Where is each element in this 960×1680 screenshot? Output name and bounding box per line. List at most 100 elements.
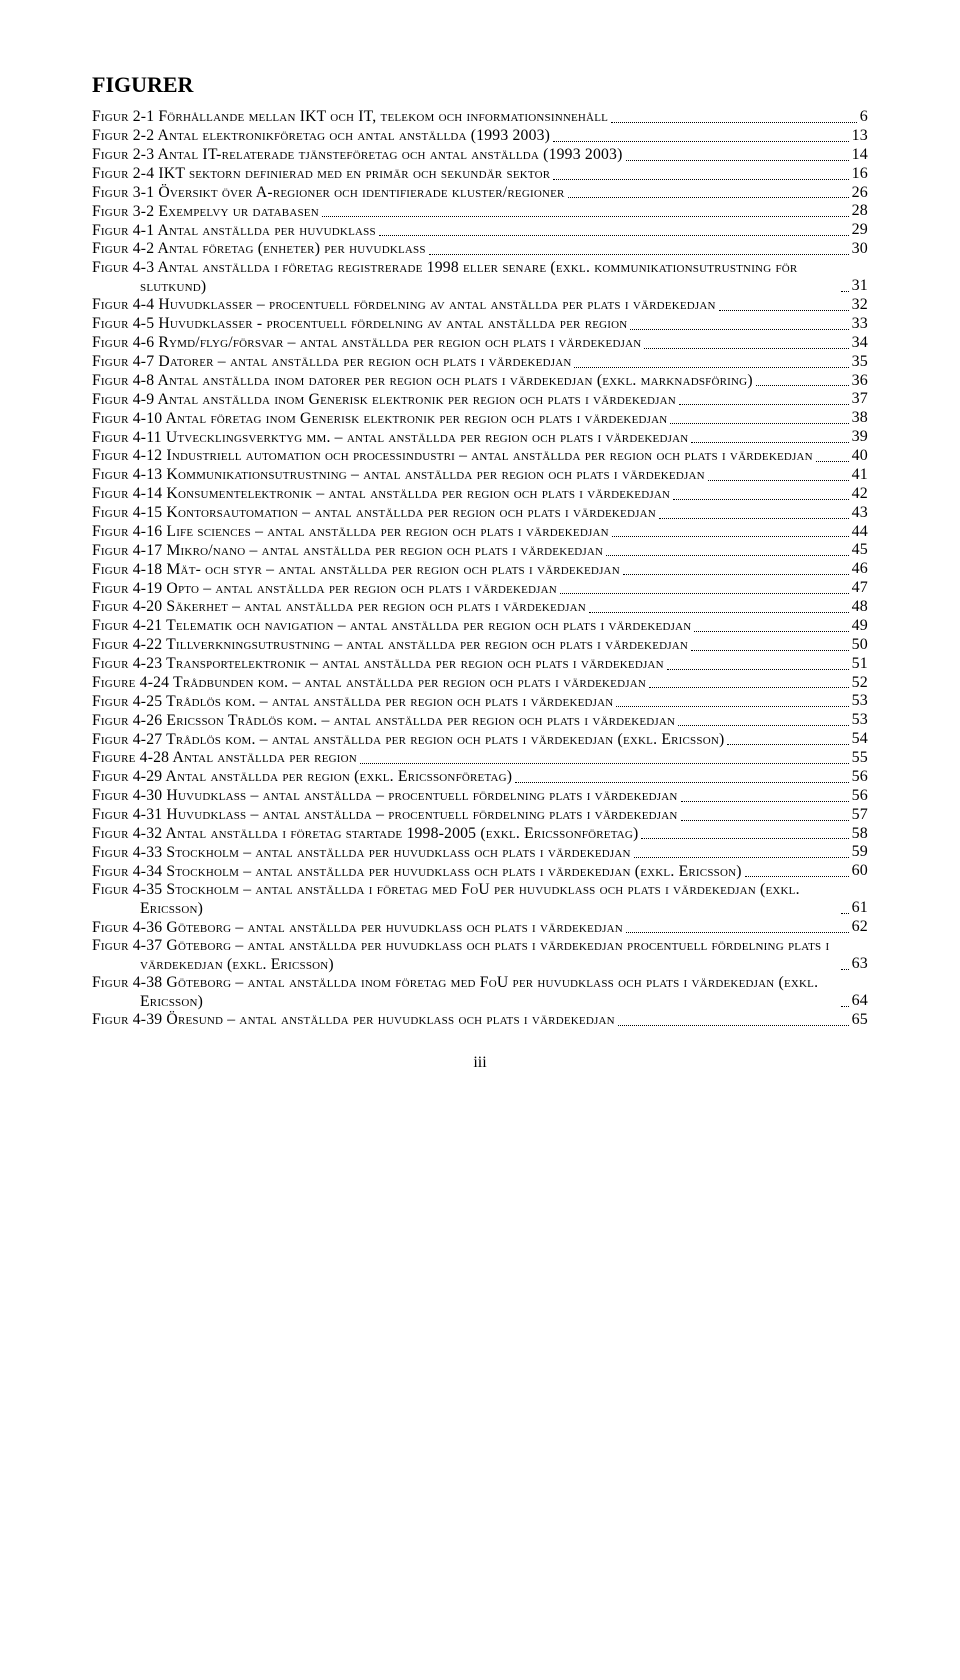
toc-entry-text: Figur 4-17 Mikro/nano – antal anställda … [92,542,603,561]
toc-entry-page: 46 [852,560,868,579]
toc-entry: Figur 2-1 Förhållande mellan IKT och IT,… [92,108,868,127]
toc-entry-text: Figur 3-1 Översikt över A-regioner och i… [92,184,565,203]
toc-entry-text: Figur 4-39 Öresund – antal anställda per… [92,1011,615,1030]
toc-entry-page: 36 [852,372,868,391]
toc-leader-dots [612,535,849,537]
toc-entry-page: 33 [852,315,868,334]
toc-entry-page: 49 [852,617,868,636]
toc-leader-dots [618,1024,849,1026]
toc-entry-text: Figur 4-5 Huvudklasser - procentuell för… [92,315,627,334]
toc-entry-page: 55 [852,749,868,768]
toc-entry-text: Figur 4-23 Transportelektronik – antal a… [92,655,664,674]
toc-leader-dots [630,328,848,330]
toc-entry-text: Figur 4-14 Konsumentelektronik – antal a… [92,485,670,504]
toc-entry: Figur 4-19 Opto – antal anställda per re… [92,579,868,598]
toc-entry: Figur 4-37 Göteborg – antal anställda pe… [92,937,868,974]
toc-entry-text: Figur 4-31 Huvudklass – antal anställda … [92,806,678,825]
toc-entry: Figur 4-21 Telematik och navigation – an… [92,617,868,636]
toc-entry-page: 37 [852,390,868,409]
toc-entry-text: Figur 4-30 Huvudklass – antal anställda … [92,787,678,806]
toc-entry-page: 14 [852,146,868,165]
toc-entry-page: 54 [852,730,868,749]
toc-entry-page: 50 [852,636,868,655]
toc-entry-text: Figur 4-3 Antal anställda i företag regi… [92,259,838,296]
toc-leader-dots [606,554,848,556]
toc-entry-page: 65 [852,1011,868,1030]
toc-entry: Figur 4-4 Huvudklasser – procentuell för… [92,296,868,315]
toc-leader-dots [727,743,848,745]
toc-leader-dots [589,611,849,613]
toc-entry: Figur 4-16 Life sciences – antal anställ… [92,523,868,542]
toc-leader-dots [694,630,848,632]
toc-leader-dots [691,441,848,443]
toc-entry-page: 45 [852,541,868,560]
page-container: FIGURER Figur 2-1 Förhållande mellan IKT… [0,0,960,1132]
toc-entry: Figur 4-26 Ericsson Trådlös kom. – antal… [92,711,868,730]
toc-entry: Figur 4-23 Transportelektronik – antal a… [92,655,868,674]
toc-entry-text: Figur 2-3 Antal IT-relaterade tjänsteför… [92,146,623,165]
toc-entry: Figur 4-6 Rymd/flyg/försvar – antal anst… [92,334,868,353]
toc-entry-text: Figur 4-10 Antal företag inom Generisk e… [92,410,667,429]
toc-entry-text: Figur 4-32 Antal anställda i företag sta… [92,825,638,844]
toc-entry: Figur 4-36 Göteborg – antal anställda pe… [92,918,868,937]
toc-leader-dots [634,856,849,858]
toc-entry-page: 28 [852,202,868,221]
toc-entry: Figur 4-27 Trådlös kom. – antal anställd… [92,730,868,749]
toc-leader-dots [719,309,849,311]
toc-entry-page: 52 [852,674,868,693]
toc-entry: Figur 4-7 Datorer – antal anställda per … [92,353,868,372]
toc-leader-dots [644,347,848,349]
toc-entry: Figur 4-18 Mät- och styr – antal anställ… [92,560,868,579]
section-heading: FIGURER [92,72,868,98]
toc-entry-page: 42 [852,485,868,504]
toc-leader-dots [841,1005,849,1007]
toc-entry: Figur 4-31 Huvudklass – antal anställda … [92,806,868,825]
toc-entry-page: 44 [852,523,868,542]
toc-entry-page: 29 [852,221,868,240]
toc-entry: Figur 4-34 Stockholm – antal anställda p… [92,862,868,881]
toc-entry-text: Figur 4-19 Opto – antal anställda per re… [92,580,557,599]
toc-entry: Figur 4-2 Antal företag (enheter) per hu… [92,240,868,259]
toc-leader-dots [515,781,848,783]
toc-entry: Figur 4-29 Antal anställda per region (e… [92,768,868,787]
toc-entry: Figur 4-25 Trådlös kom. – antal anställd… [92,692,868,711]
toc-leader-dots [553,140,848,142]
toc-entry-page: 35 [852,353,868,372]
toc-entry-text: Figur 4-6 Rymd/flyg/försvar – antal anst… [92,334,641,353]
toc-entry: Figur 4-5 Huvudklasser - procentuell för… [92,315,868,334]
toc-entry-text: Figur 4-22 Tillverkningsutrustning – ant… [92,636,688,655]
toc-entry-text: Figur 4-13 Kommunikationsutrustning – an… [92,466,705,485]
toc-leader-dots [691,649,849,651]
toc-entry-text: Figur 4-8 Antal anställda inom datorer p… [92,372,753,391]
toc-entry-page: 30 [852,240,868,259]
toc-entry-text: Figure 4-28 Antal anställda per region [92,749,357,768]
toc-entry: Figur 4-9 Antal anställda inom Generisk … [92,390,868,409]
table-of-figures: Figur 2-1 Förhållande mellan IKT och IT,… [92,108,868,1030]
toc-leader-dots [322,215,849,217]
toc-leader-dots [841,968,849,970]
toc-leader-dots [649,686,849,688]
toc-leader-dots [678,724,848,726]
toc-leader-dots [626,159,849,161]
toc-entry: Figure 4-24 Trådbunden kom. – antal anst… [92,674,868,693]
toc-leader-dots [623,573,849,575]
toc-leader-dots [745,875,849,877]
toc-leader-dots [673,498,848,500]
toc-entry-page: 13 [852,127,868,146]
toc-entry-page: 34 [852,334,868,353]
toc-entry-page: 51 [852,655,868,674]
toc-entry-text: Figur 4-4 Huvudklasser – procentuell för… [92,296,716,315]
toc-leader-dots [841,912,849,914]
toc-leader-dots [379,234,849,236]
toc-leader-dots [816,460,849,462]
toc-entry: Figur 4-32 Antal anställda i företag sta… [92,825,868,844]
toc-entry-text: Figur 4-36 Göteborg – antal anställda pe… [92,919,623,938]
toc-entry-page: 60 [852,862,868,881]
toc-entry-page: 61 [852,899,868,918]
toc-entry: Figur 4-11 Utvecklingsverktyg mm. – anta… [92,428,868,447]
toc-entry-text: Figur 4-15 Kontorsautomation – antal ans… [92,504,656,523]
toc-entry-text: Figur 4-12 Industriell automation och pr… [92,447,813,466]
toc-leader-dots [679,403,849,405]
toc-entry-page: 59 [852,843,868,862]
toc-entry-text: Figur 4-26 Ericsson Trådlös kom. – antal… [92,712,675,731]
